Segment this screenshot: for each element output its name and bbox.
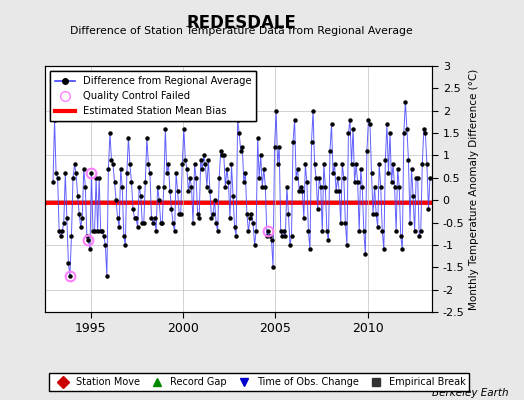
Text: Berkeley Earth: Berkeley Earth <box>432 388 508 398</box>
Legend: Station Move, Record Gap, Time of Obs. Change, Empirical Break: Station Move, Record Gap, Time of Obs. C… <box>49 373 469 391</box>
Text: REDESDALE: REDESDALE <box>186 14 296 32</box>
Y-axis label: Monthly Temperature Anomaly Difference (°C): Monthly Temperature Anomaly Difference (… <box>468 68 478 310</box>
Text: Difference of Station Temperature Data from Regional Average: Difference of Station Temperature Data f… <box>70 26 412 36</box>
Legend: Difference from Regional Average, Quality Control Failed, Estimated Station Mean: Difference from Regional Average, Qualit… <box>50 71 256 121</box>
